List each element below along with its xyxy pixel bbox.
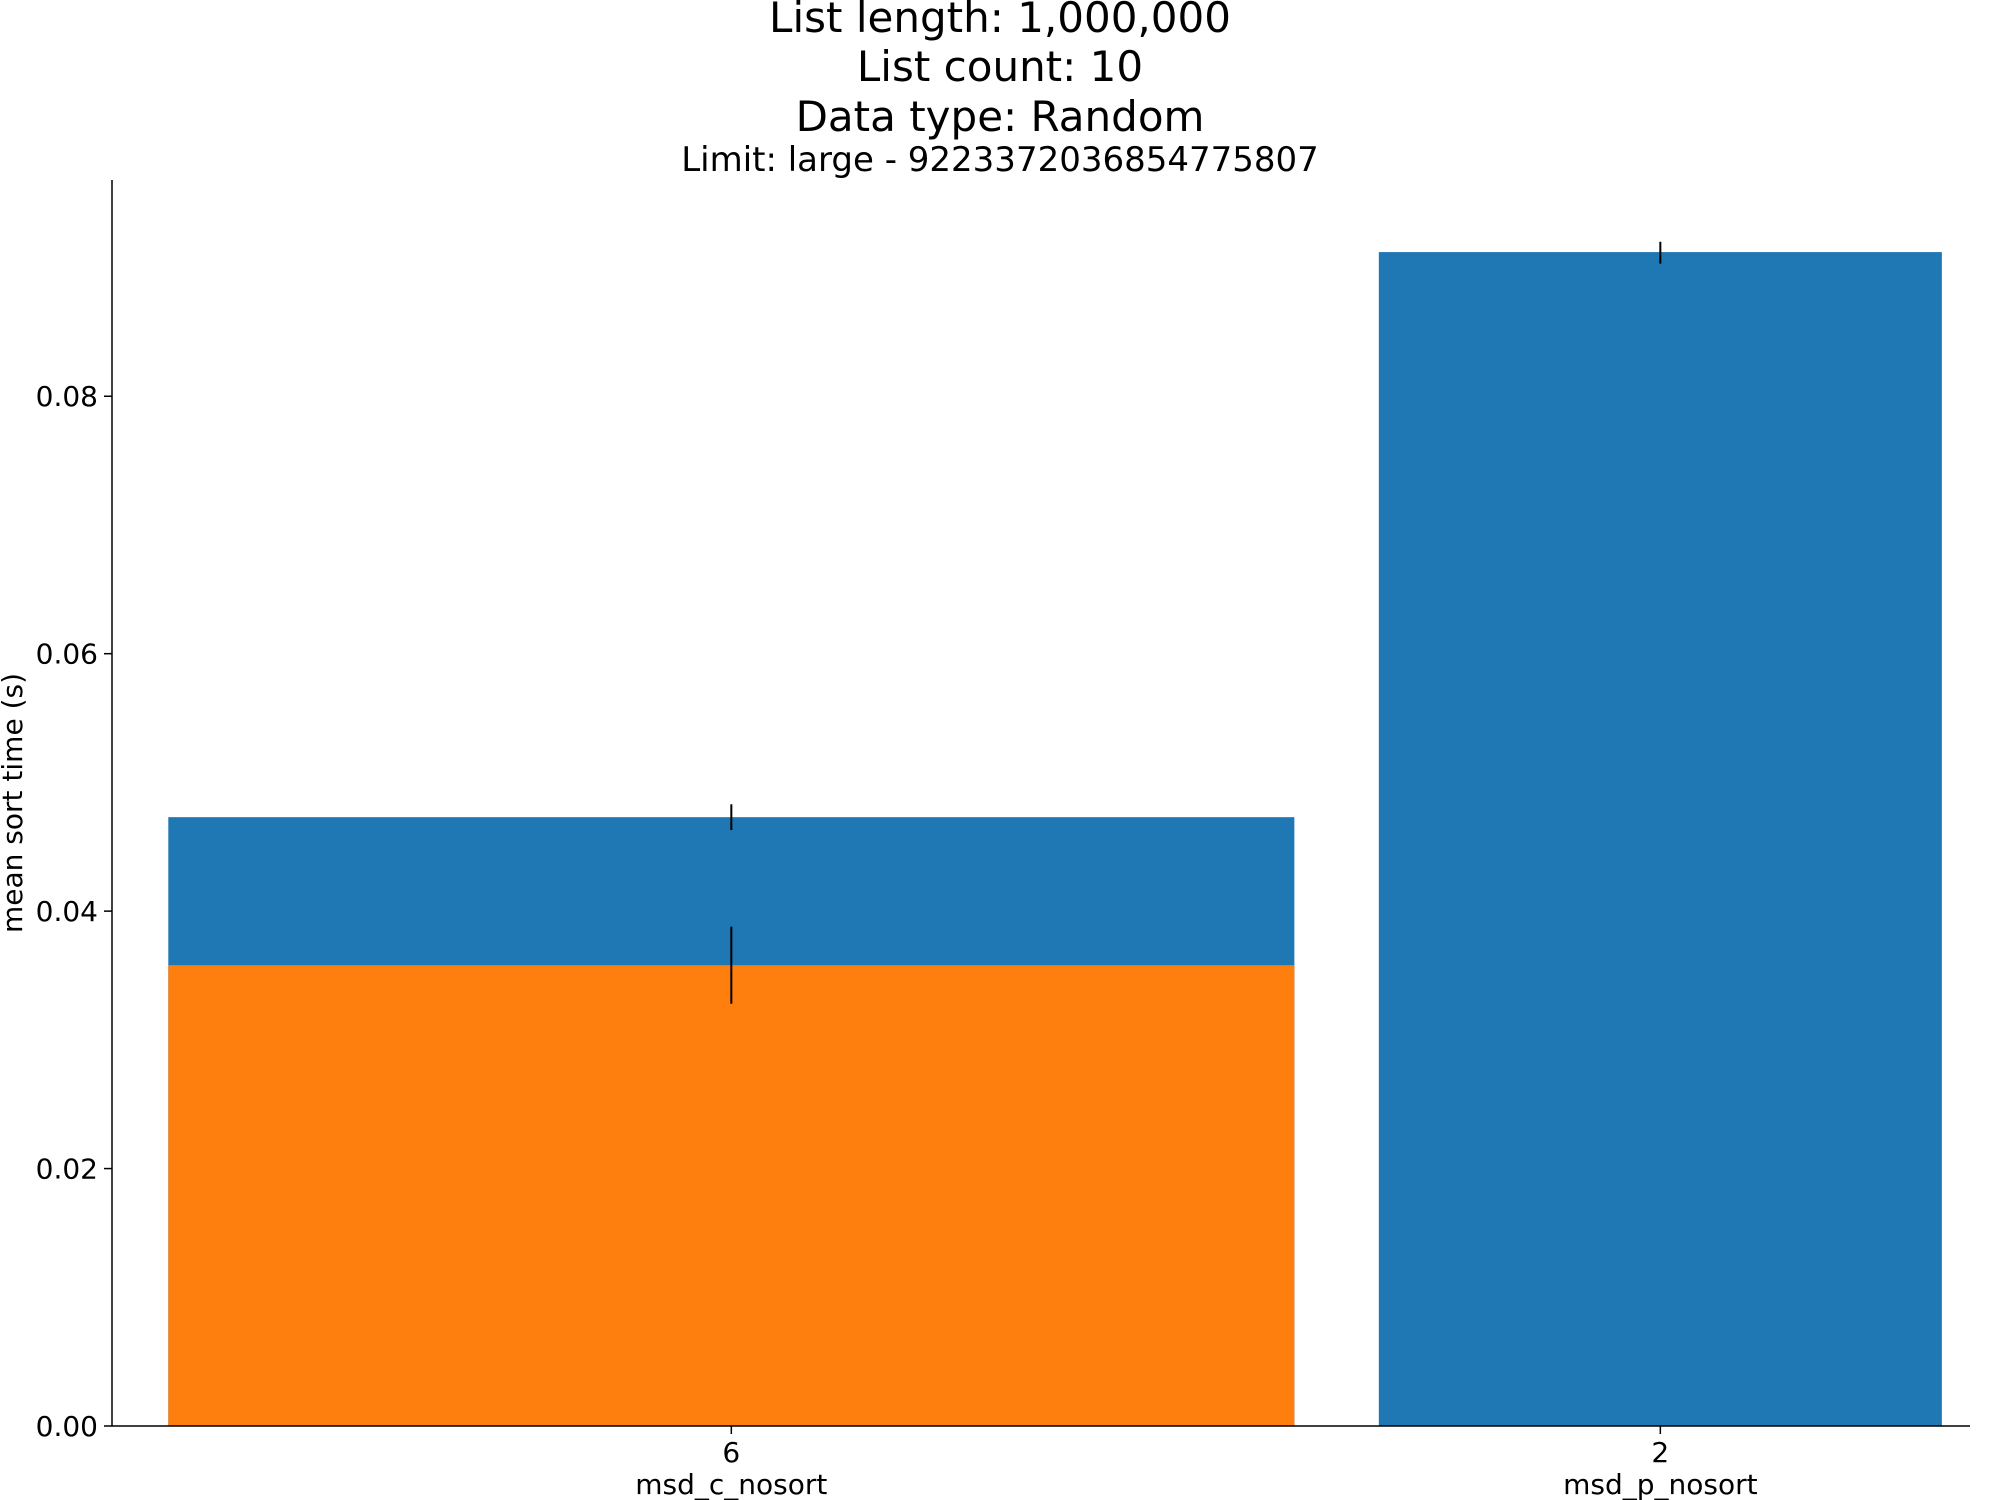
chart-title: List length: 1,000,000 List count: 10 Da…: [681, 0, 1319, 180]
bar-msd-c-nosort-part: [168, 965, 1295, 1426]
y-tick-label: 0.00: [36, 1410, 98, 1443]
bar-msd-p-nosort: [1378, 252, 1942, 1426]
y-tick-label: 0.06: [36, 638, 98, 671]
title-line-3: Data type: Random: [796, 92, 1205, 141]
error-bars-layer: [730, 241, 1662, 1004]
y-axis-label: mean sort time (s): [0, 673, 29, 933]
x-tick-label: msd_c_nosort: [635, 1468, 827, 1500]
title-line-2: List count: 10: [857, 42, 1143, 91]
chart-subtitle: Limit: large - 9223372036854775807: [681, 140, 1319, 180]
x-tick-number: 6: [722, 1436, 740, 1469]
x-tick-label: msd_p_nosort: [1563, 1468, 1758, 1500]
y-ticks: 0.00 0.02 0.04 0.06 0.08: [36, 380, 112, 1443]
y-tick-label: 0.02: [36, 1153, 98, 1186]
y-tick-label: 0.04: [36, 895, 98, 928]
y-tick-label: 0.08: [36, 380, 98, 413]
bars-layer: [168, 252, 1942, 1426]
x-tick-number: 2: [1651, 1436, 1669, 1469]
title-line-1: List length: 1,000,000: [769, 0, 1231, 42]
